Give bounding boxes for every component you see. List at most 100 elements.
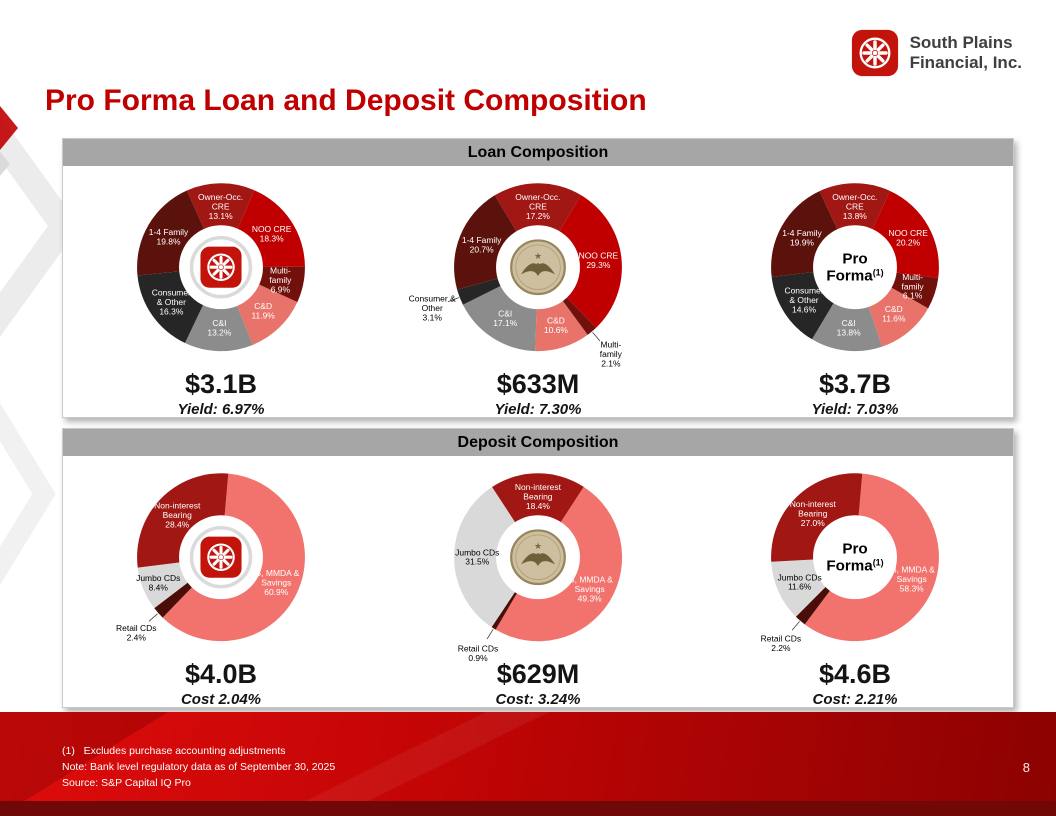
pie-segment: [812, 267, 883, 352]
svg-shape: Retail CDs: [761, 633, 801, 643]
leader-line: [148, 613, 158, 622]
segment-label: NOO CRE 18.3%: [252, 224, 292, 243]
loan-composition-panel: Loan Composition Owner-Occ. CRE 13.1% NOO C…: [62, 138, 1014, 418]
svg-shape: 19.8%: [156, 236, 180, 246]
emblem-inner-ring: [515, 244, 561, 290]
donut-svg: ★ IB, MMDA & Savings 49.3% Retail CDs 0.9% Jum…: [454, 473, 623, 663]
south-plains-logo: [200, 536, 242, 578]
segment-label: NOO CRE 29.3%: [579, 251, 619, 270]
svg-shape: Forma: [826, 558, 873, 575]
loan-composition-header: Loan Composition: [63, 139, 1013, 166]
svg-shape: Owner-Occ.: [198, 192, 243, 202]
eagle-head: [535, 263, 541, 268]
footer-band-bottom-strip: [0, 801, 1056, 816]
leader-line: [791, 621, 800, 631]
chevron-watermark: [0, 115, 81, 337]
svg-shape: Retail CDs: [458, 644, 498, 654]
svg-shape: Bearing: [523, 491, 552, 501]
eagle-wings: [521, 553, 555, 567]
loan-chart-pro-forma: Pro Forma(1) Owner-Occ. CRE 13.8% NOO CRE 20.2…: [699, 166, 1011, 418]
segment-label: Retail CDs 2.4%: [116, 623, 156, 642]
segment-label: Retail CDs 2.2%: [761, 633, 801, 652]
total-amount: $629M: [496, 659, 580, 689]
south-plains-logo-icon: [850, 28, 900, 78]
leader-line: [592, 331, 601, 342]
center-text-superscript: (1): [873, 267, 884, 277]
donut-chart: Pro Forma(1) Owner-Occ. CRE 13.8% NOO CRE 20.2…: [699, 169, 1011, 369]
svg-shape: family: [269, 275, 292, 285]
svg-shape: CRE: [846, 201, 864, 211]
svg-shape: Jumbo CDs: [136, 573, 180, 583]
svg-shape: Owner-Occ.: [515, 192, 560, 202]
svg-shape: 29.3%: [586, 260, 610, 270]
svg-shape: 18.4%: [526, 501, 550, 511]
svg-shape: 27.0%: [801, 518, 825, 528]
total-amount: $3.1B: [184, 369, 258, 399]
donut-hole: [813, 225, 897, 310]
svg-shape: 11.9%: [251, 311, 275, 321]
svg-shape: Non-interest: [515, 482, 562, 492]
yield-value: Yield: 7.30%: [494, 401, 582, 418]
segment-label: 1-4 Family 20.7%: [462, 235, 502, 254]
svg-shape: C&D: [885, 304, 903, 314]
company-brand: South Plains Financial, Inc.: [850, 28, 1022, 78]
donut-hole: [813, 515, 897, 600]
svg-shape: NOO CRE: [888, 228, 928, 238]
red-accent-wedge: [0, 106, 18, 150]
deposit-composition-body: IB, MMDA & Savings 60.9% Retail CDs 2.4% Jumb…: [63, 456, 1013, 708]
svg-shape: 58.3%: [900, 583, 924, 593]
segment-label: Owner-Occ. CRE 13.1%: [198, 192, 243, 221]
svg-shape: 17.1%: [493, 318, 517, 328]
svg-shape: C&D: [254, 301, 272, 311]
segment-label: C&I 13.8%: [837, 318, 861, 337]
segment-label: Multi-family 6.9%: [269, 265, 292, 294]
deposit-chart-south-plains: IB, MMDA & Savings 60.9% Retail CDs 2.4% Jumb…: [65, 456, 377, 708]
svg-shape: Savings: [261, 577, 291, 587]
eagle-wings: [521, 263, 555, 277]
segment-label: Consumer & Other 3.1%: [409, 293, 456, 322]
segment-label: Non-interest Bearing 27.0%: [790, 499, 837, 528]
svg-shape: 6.1%: [903, 291, 923, 301]
svg-shape: 16.3%: [159, 307, 183, 317]
deposit-chart-city-bank: ★ IB, MMDA & Savings 49.3% Retail CDs 0.9% Jum…: [382, 456, 694, 708]
svg-shape: 8.4%: [149, 583, 169, 593]
svg-shape: Other: [422, 303, 443, 313]
loan-composition-body: Owner-Occ. CRE 13.1% NOO CRE 18.3% Multi-fami…: [63, 166, 1013, 418]
company-name: South Plains Financial, Inc.: [910, 33, 1022, 73]
segment-label: Consumer & Other 14.6%: [784, 286, 823, 315]
svg-shape: Owner-Occ.: [832, 192, 877, 202]
svg-shape: Consumer &: [409, 293, 456, 303]
svg-shape: 10.6%: [544, 325, 568, 335]
donut-svg: ★ Owner-Occ. CRE 17.2% NOO CRE 29.3% Multi-fam…: [409, 183, 623, 369]
segment-label: 1-4 Family 19.8%: [149, 227, 189, 246]
segment-label: Jumbo CDs 31.5%: [455, 547, 499, 566]
donut-chart: Owner-Occ. CRE 13.1% NOO CRE 18.3% Multi-fami…: [65, 169, 377, 369]
svg-shape: C&I: [498, 309, 512, 319]
svg-shape: 13.8%: [843, 211, 867, 221]
svg-shape: 0.9%: [468, 653, 488, 663]
segment-label: Jumbo CDs 11.6%: [778, 572, 822, 591]
svg-shape: Savings: [575, 584, 605, 594]
deposit-composition-header: Deposit Composition: [63, 429, 1013, 456]
svg-shape: Multi-: [270, 265, 291, 275]
svg-shape: Retail CDs: [116, 623, 156, 633]
total-amount: $3.7B: [818, 369, 892, 399]
footer-band: (1) Excludes purchase accounting adjustm…: [0, 712, 1056, 816]
pie-segment: [186, 183, 255, 268]
logo-petal: [876, 43, 885, 52]
segment-label: Consumer & Other 16.3%: [152, 288, 191, 317]
logo-ring: [207, 543, 235, 571]
svg-shape: 18.3%: [260, 233, 284, 243]
svg-shape: IB, MMDA &: [889, 564, 935, 574]
leader-line: [447, 297, 459, 303]
svg-shape: IB, MMDA &: [567, 575, 613, 585]
svg-shape: Non-interest: [154, 501, 201, 511]
donut-svg: IB, MMDA & Savings 60.9% Retail CDs 2.4% Jumb…: [116, 473, 305, 642]
svg-shape: 60.9%: [264, 587, 288, 597]
logo-petal: [222, 268, 230, 276]
yield-value: Yield: 7.03%: [811, 401, 899, 418]
south-plains-logo-svg: [851, 29, 898, 77]
svg-shape: 13.2%: [207, 328, 231, 338]
svg-shape: IB, MMDA &: [253, 568, 299, 578]
